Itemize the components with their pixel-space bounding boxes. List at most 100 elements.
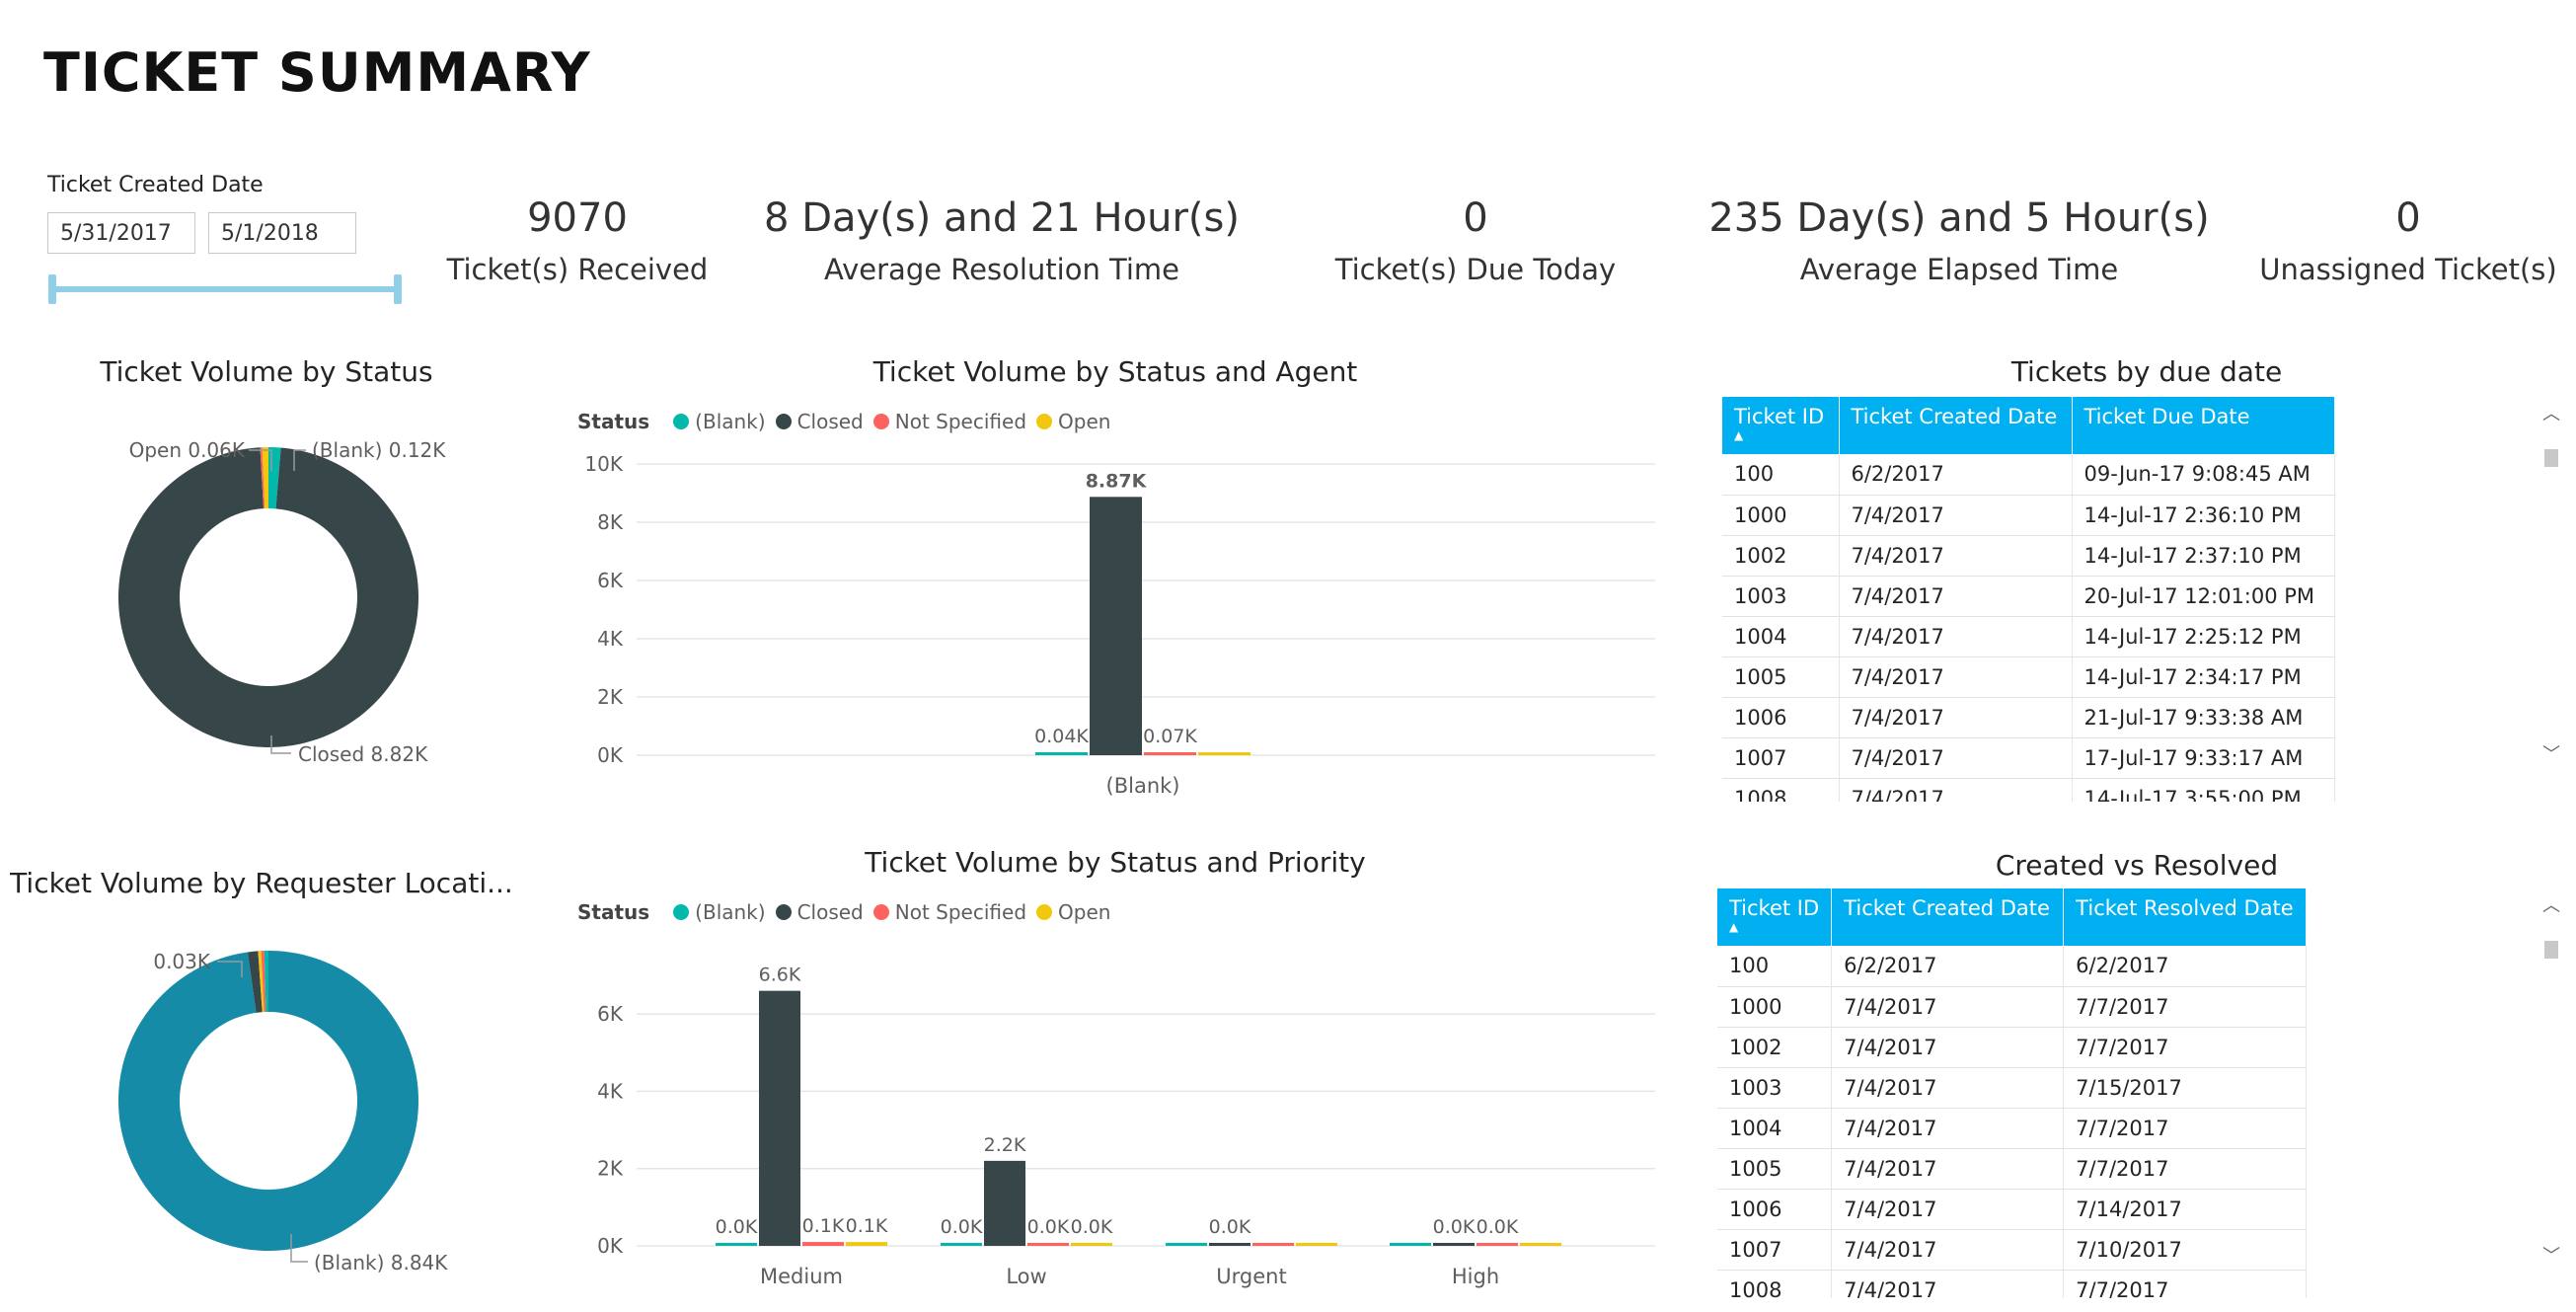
legend-item-not-specified[interactable]: Not Specified [894, 410, 1027, 433]
created-resolved-table[interactable]: Ticket ID ▲ Ticket Created Date Ticket Re… [1717, 888, 2546, 1298]
donut-slice[interactable] [261, 951, 266, 1013]
table-row[interactable]: 1000 7/4/2017 7/7/2017 [1717, 986, 2307, 1028]
table-row[interactable]: 1007 7/4/2017 7/10/2017 [1717, 1229, 2307, 1271]
table-row[interactable]: 1008 7/4/2017 14-Jul-17 3:55:00 PM [1722, 778, 2335, 802]
table-row[interactable]: 1007 7/4/2017 17-Jul-17 9:33:17 AM [1722, 737, 2335, 779]
table-cell: 1008 [1722, 778, 1840, 802]
kpi-tickets-received: 9070 Ticket(s) Received [439, 195, 716, 304]
table-cell: 1007 [1717, 1229, 1833, 1271]
donut-slice[interactable] [264, 951, 268, 1013]
column-header-created-date[interactable]: Ticket Created Date [1831, 888, 2065, 946]
legend-dot-open [1036, 414, 1053, 429]
bar[interactable] [1477, 1243, 1518, 1246]
table-cell: 7/4/2017 [1839, 576, 2073, 617]
table-row[interactable]: 100 6/2/2017 6/2/2017 [1717, 946, 2307, 987]
start-date-input[interactable]: 5/31/2017 [47, 212, 195, 254]
legend-item-blank[interactable]: (Blank) [695, 410, 766, 433]
table-row[interactable]: 1004 7/4/2017 7/7/2017 [1717, 1108, 2307, 1149]
table-cell: 6/2/2017 [2063, 946, 2307, 987]
bar[interactable] [1144, 752, 1196, 755]
donut-label-blank: (Blank) 8.84K [314, 1251, 448, 1274]
location-donut-title: Ticket Volume by Requester Locati... [10, 867, 513, 899]
bar[interactable] [1252, 1243, 1294, 1246]
bar[interactable] [941, 1243, 982, 1246]
priority-bar-chart[interactable]: 0K 2K 4K 6K 0.0K 6.6K 0.1K 0.1K Medium 0.0K 2.2K 0.… [553, 938, 1678, 1303]
donut-slice[interactable] [262, 447, 268, 509]
bar[interactable] [759, 990, 800, 1246]
bar[interactable] [1071, 1243, 1112, 1246]
column-header-due-date[interactable]: Ticket Due Date [2072, 397, 2335, 454]
table-cell: 7/7/2017 [2063, 1148, 2307, 1190]
legend-item-closed[interactable]: Closed [796, 410, 864, 433]
y-tick-label: 2K [597, 685, 624, 709]
scroll-thumb[interactable] [2544, 941, 2558, 959]
bar[interactable] [1090, 497, 1142, 755]
table-cell: 14-Jul-17 2:36:10 PM [2072, 495, 2335, 536]
column-header-created-date[interactable]: Ticket Created Date [1839, 397, 2073, 454]
legend-item-closed[interactable]: Closed [796, 900, 864, 924]
bar[interactable] [1035, 752, 1088, 755]
bar[interactable] [1166, 1243, 1207, 1246]
donut-slice[interactable] [260, 447, 265, 509]
table-row[interactable]: 1002 7/4/2017 7/7/2017 [1717, 1027, 2307, 1068]
legend-item-open[interactable]: Open [1058, 900, 1111, 924]
column-header-ticket-id[interactable]: Ticket ID ▲ [1722, 397, 1840, 454]
bar[interactable] [1209, 1243, 1250, 1246]
legend-item-open[interactable]: Open [1058, 410, 1111, 433]
scroll-up-icon[interactable]: ︿ [2542, 895, 2560, 916]
bar[interactable] [1390, 1243, 1431, 1246]
slider-start-handle[interactable] [48, 274, 56, 304]
donut-slice[interactable] [258, 951, 265, 1013]
table-cell: 7/10/2017 [2063, 1229, 2307, 1271]
donut-leader-line [249, 449, 272, 471]
bar[interactable] [1027, 1243, 1069, 1246]
donut-slice[interactable] [247, 951, 263, 1013]
bar[interactable] [716, 1243, 757, 1246]
donut-slice[interactable] [118, 447, 419, 747]
table-row[interactable]: 1002 7/4/2017 14-Jul-17 2:37:10 PM [1722, 535, 2335, 577]
due-date-table[interactable]: Ticket ID ▲ Ticket Created Date Ticket Du… [1722, 397, 2551, 802]
table-row[interactable]: 1006 7/4/2017 7/14/2017 [1717, 1189, 2307, 1230]
end-date-input[interactable]: 5/1/2018 [208, 212, 356, 254]
data-label: 0.0K [1477, 1216, 1519, 1238]
donut-slice[interactable] [117, 951, 418, 1251]
table-row[interactable]: 1005 7/4/2017 7/7/2017 [1717, 1148, 2307, 1190]
table-row[interactable]: 1003 7/4/2017 7/15/2017 [1717, 1067, 2307, 1109]
legend-dot-blank [673, 904, 690, 920]
resolved-table-scrollbar[interactable]: ︿ ﹀ [2541, 891, 2561, 1272]
table-row[interactable]: 1004 7/4/2017 14-Jul-17 2:25:12 PM [1722, 616, 2335, 657]
legend-item-blank[interactable]: (Blank) [695, 900, 766, 924]
table-cell: 7/4/2017 [1831, 1270, 2065, 1298]
column-header-resolved-date[interactable]: Ticket Resolved Date [2063, 888, 2307, 946]
table-row[interactable]: 100 6/2/2017 09-Jun-17 9:08:45 AM [1722, 454, 2335, 496]
legend-item-not-specified[interactable]: Not Specified [894, 900, 1027, 924]
scroll-down-icon[interactable]: ﹀ [2542, 744, 2560, 765]
table-cell: 7/7/2017 [2063, 1270, 2307, 1298]
date-range-slider[interactable] [52, 286, 398, 292]
location-donut-chart[interactable]: 0.03K (Blank) 8.84K [20, 938, 533, 1303]
bar[interactable] [802, 1242, 844, 1246]
due-table-scrollbar[interactable]: ︿ ﹀ [2541, 400, 2561, 770]
table-row[interactable]: 1005 7/4/2017 14-Jul-17 2:34:17 PM [1722, 656, 2335, 698]
scroll-down-icon[interactable]: ﹀ [2542, 1246, 2560, 1267]
agent-chart-legend: Status (Blank) Closed Not Specified Open [577, 410, 1110, 433]
bar[interactable] [1296, 1243, 1337, 1246]
table-row[interactable]: 1003 7/4/2017 20-Jul-17 12:01:00 PM [1722, 576, 2335, 617]
bar[interactable] [984, 1160, 1025, 1246]
scroll-up-icon[interactable]: ︿ [2542, 404, 2560, 424]
bar[interactable] [846, 1242, 887, 1246]
kpi-label: Average Resolution Time [823, 253, 1180, 286]
table-row[interactable]: 1000 7/4/2017 14-Jul-17 2:36:10 PM [1722, 495, 2335, 536]
agent-bar-chart[interactable]: 0K 2K 4K 6K 8K 10K 0.04K 8.87K 0.07K (Blank) [553, 444, 1678, 819]
bar[interactable] [1520, 1243, 1561, 1246]
donut-label-other: 0.03K [153, 950, 211, 973]
table-row[interactable]: 1008 7/4/2017 7/7/2017 [1717, 1270, 2307, 1298]
status-donut-chart[interactable]: Open 0.06K (Blank) 0.12K Closed 8.82K [20, 400, 533, 795]
column-header-ticket-id[interactable]: Ticket ID ▲ [1717, 888, 1833, 946]
bar[interactable] [1433, 1243, 1475, 1246]
slider-end-handle[interactable] [394, 274, 402, 304]
bar[interactable] [1198, 752, 1250, 755]
scroll-thumb[interactable] [2544, 449, 2558, 467]
donut-label-open: Open 0.06K [129, 438, 246, 462]
table-row[interactable]: 1006 7/4/2017 21-Jul-17 9:33:38 AM [1722, 697, 2335, 738]
